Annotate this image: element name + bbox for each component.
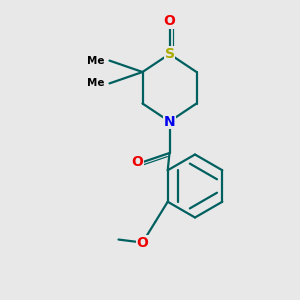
- Text: Me: Me: [87, 56, 104, 66]
- Text: Me: Me: [87, 78, 104, 88]
- Text: O: O: [131, 155, 143, 169]
- Text: O: O: [164, 14, 175, 28]
- Text: N: N: [164, 115, 175, 128]
- Text: S: S: [164, 47, 175, 61]
- Text: O: O: [136, 236, 148, 250]
